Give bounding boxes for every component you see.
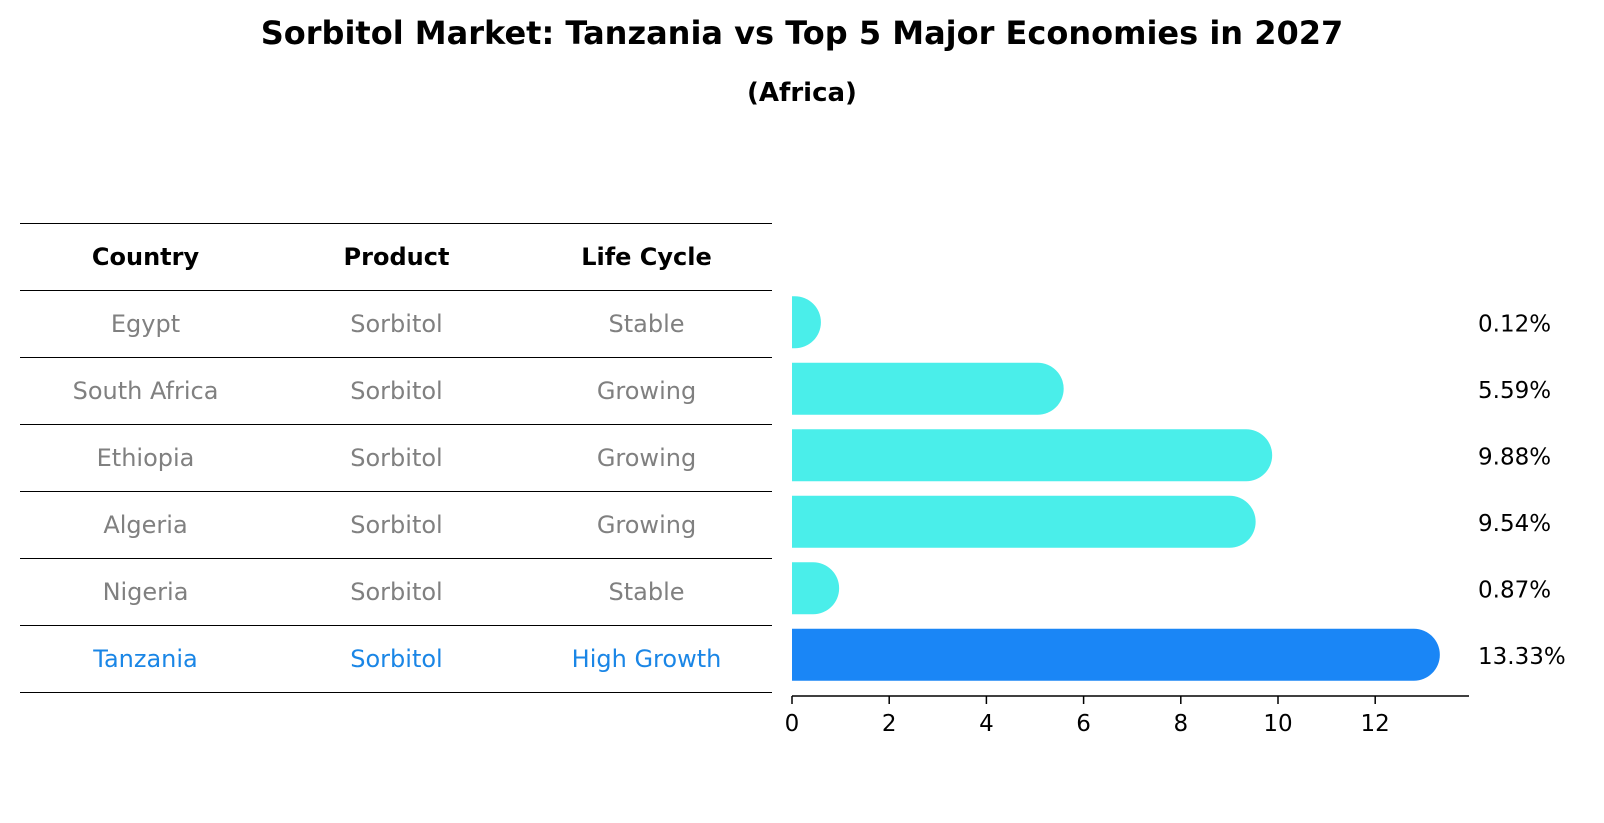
cell-product: Sorbitol [350, 511, 443, 539]
bar-tanzania [792, 628, 1440, 681]
table-row: Nigeria Sorbitol Stable [20, 558, 772, 625]
header-country: Country [91, 243, 200, 271]
cell-life-cycle: Growing [596, 377, 697, 405]
bar-ethiopia [792, 429, 1273, 482]
cell-product: Sorbitol [350, 377, 443, 405]
data-table: Country Product Life Cycle Egypt Sorbito… [20, 223, 772, 693]
cell-life-cycle: Stable [608, 310, 685, 338]
bar-south-africa [792, 362, 1064, 415]
data-label: 0.12% [1478, 311, 1551, 337]
data-label: 0.87% [1478, 577, 1551, 603]
table-row: Ethiopia Sorbitol Growing [20, 424, 772, 491]
header-life-cycle: Life Cycle [581, 243, 712, 271]
cell-life-cycle: High Growth [571, 645, 722, 673]
bar-nigeria [792, 562, 840, 615]
data-label: 9.54% [1478, 511, 1551, 537]
x-tick-label: 0 [785, 711, 800, 737]
cell-life-cycle: Growing [596, 511, 697, 539]
table-header-row: Country Product Life Cycle [20, 223, 772, 290]
header-product: Product [343, 243, 450, 271]
chart-subtitle: (Africa) [747, 78, 857, 108]
table-row-highlight: Tanzania Sorbitol High Growth [20, 625, 772, 693]
cell-product: Sorbitol [350, 578, 443, 606]
x-tick-label: 8 [1173, 711, 1188, 737]
cell-life-cycle: Stable [608, 578, 685, 606]
x-tick-label: 10 [1263, 711, 1292, 737]
data-label: 5.59% [1478, 378, 1551, 404]
cell-product: Sorbitol [350, 444, 443, 472]
cell-product: Sorbitol [350, 645, 443, 673]
data-label: 9.88% [1478, 444, 1551, 470]
data-label: 13.33% [1478, 644, 1566, 670]
bar-algeria [792, 495, 1256, 548]
cell-country: Egypt [110, 310, 181, 338]
cell-life-cycle: Growing [596, 444, 697, 472]
x-tick-label: 6 [1076, 711, 1091, 737]
cell-country: Nigeria [102, 578, 189, 606]
table-row: Algeria Sorbitol Growing [20, 491, 772, 558]
cell-country: Tanzania [93, 645, 198, 673]
x-tick-label: 12 [1361, 711, 1390, 737]
chart-title: Sorbitol Market: Tanzania vs Top 5 Major… [260, 14, 1344, 52]
x-tick-label: 4 [979, 711, 994, 737]
x-tick-label: 2 [882, 711, 897, 737]
cell-product: Sorbitol [350, 310, 443, 338]
table-row: South Africa Sorbitol Growing [20, 357, 772, 424]
table-row: Egypt Sorbitol Stable [20, 290, 772, 357]
bar-egypt [792, 296, 821, 349]
cell-country: Algeria [103, 511, 188, 539]
cell-country: Ethiopia [96, 444, 195, 472]
cell-country: South Africa [72, 377, 219, 405]
